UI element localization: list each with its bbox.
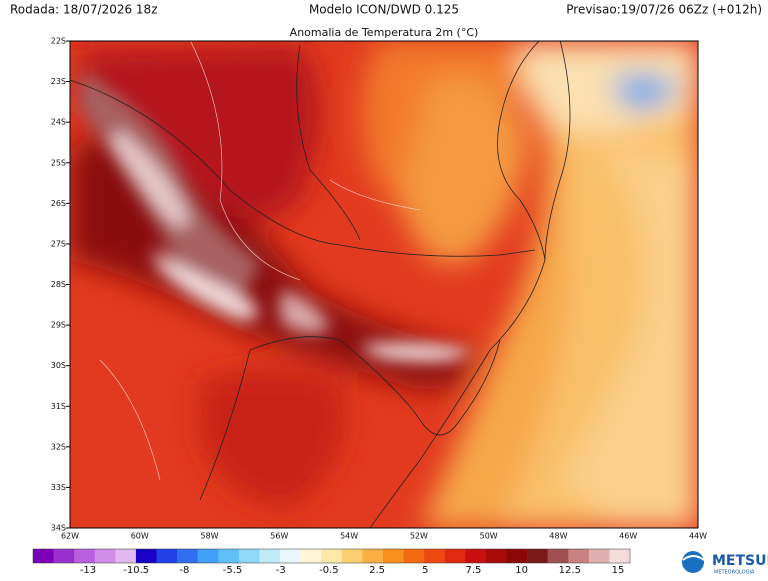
lat-label: 28S bbox=[51, 280, 66, 289]
lat-label: 26S bbox=[51, 199, 66, 208]
colorbar-swatch bbox=[506, 549, 528, 563]
colorbar-swatch bbox=[280, 549, 301, 563]
lon-label: 52W bbox=[410, 532, 428, 541]
colorbar-swatch bbox=[485, 549, 507, 563]
colorbar-swatch bbox=[197, 549, 219, 563]
colorbar-label: 2.5 bbox=[369, 565, 385, 576]
colorbar-swatch bbox=[362, 549, 384, 563]
colorbar-swatch bbox=[424, 549, 446, 563]
lon-label: 58W bbox=[201, 532, 219, 541]
lat-label: 24S bbox=[51, 118, 66, 127]
lon-label: 60W bbox=[131, 532, 149, 541]
lat-label: 25S bbox=[51, 158, 66, 167]
lat-label: 23S bbox=[51, 77, 66, 86]
map-field bbox=[70, 41, 698, 528]
colorbar-swatch bbox=[33, 549, 54, 563]
logo: METSUL METEOROLOGIA bbox=[682, 551, 768, 576]
colorbar-swatch bbox=[547, 549, 569, 563]
header-right: Previsao:19/07/26 06Zz (+012h) bbox=[566, 3, 762, 17]
colorbar-swatch bbox=[568, 549, 590, 563]
colorbar-label: -10.5 bbox=[123, 565, 149, 576]
lon-label: 46W bbox=[619, 532, 637, 541]
colorbar-swatch bbox=[527, 549, 548, 563]
colorbar-label: 10 bbox=[515, 565, 528, 576]
lon-label: 48W bbox=[549, 532, 567, 541]
colorbar-swatch bbox=[588, 549, 610, 563]
colorbar-swatch bbox=[465, 549, 487, 563]
colorbar-label: 12.5 bbox=[559, 565, 581, 576]
colorbar-swatch bbox=[403, 549, 425, 563]
colorbar-swatch bbox=[300, 549, 322, 563]
colorbar-swatch bbox=[94, 549, 116, 563]
lon-label: 50W bbox=[480, 532, 498, 541]
lat-label: 29S bbox=[51, 321, 66, 330]
colorbar-swatch bbox=[444, 549, 466, 563]
logo-subtitle: METEOROLOGIA bbox=[714, 570, 755, 576]
lat-label: 33S bbox=[51, 483, 66, 492]
lat-label: 31S bbox=[51, 402, 66, 411]
colorbar-label: -13 bbox=[80, 565, 96, 576]
colorbar-frame bbox=[32, 548, 631, 564]
colorbar-swatch bbox=[218, 549, 240, 563]
colorbar-label: 15 bbox=[612, 565, 625, 576]
colorbar-swatch bbox=[238, 549, 260, 563]
lon-label: 62W bbox=[61, 532, 79, 541]
map-title: Anomalia de Temperatura 2m (°C) bbox=[290, 26, 479, 39]
colorbar-swatch bbox=[321, 549, 343, 563]
colorbar-swatch bbox=[382, 549, 404, 563]
colorbar-label: -3 bbox=[276, 565, 286, 576]
colorbar-label: 7.5 bbox=[466, 565, 482, 576]
colorbar-swatch bbox=[259, 549, 281, 563]
colorbar-swatch bbox=[341, 549, 363, 563]
lat-label: 32S bbox=[51, 442, 66, 451]
header-center: Modelo ICON/DWD 0.125 bbox=[309, 3, 459, 17]
lon-label: 56W bbox=[270, 532, 288, 541]
lat-label: 34S bbox=[51, 524, 66, 533]
logo-text: METSUL bbox=[712, 553, 768, 569]
colorbar-swatch bbox=[115, 549, 137, 563]
lat-label: 27S bbox=[51, 239, 66, 248]
colorbar-swatch bbox=[609, 549, 631, 563]
lat-label: 22S bbox=[51, 37, 66, 46]
lon-label: 44W bbox=[689, 532, 707, 541]
colorbar-label: -5.5 bbox=[223, 565, 243, 576]
colorbar-swatch bbox=[156, 549, 178, 563]
header-left: Rodada: 18/07/2026 18z bbox=[10, 3, 158, 17]
colorbar-swatch bbox=[177, 549, 198, 563]
colorbar-swatch bbox=[53, 549, 75, 563]
colorbar-swatch bbox=[135, 549, 157, 563]
colorbar-label: -0.5 bbox=[319, 565, 339, 576]
lon-label: 54W bbox=[340, 532, 358, 541]
colorbar-swatch bbox=[74, 549, 96, 563]
colorbar-label: -8 bbox=[179, 565, 189, 576]
colorbar-label: 5 bbox=[422, 565, 428, 576]
borders bbox=[70, 41, 571, 528]
lat-label: 30S bbox=[51, 361, 66, 370]
